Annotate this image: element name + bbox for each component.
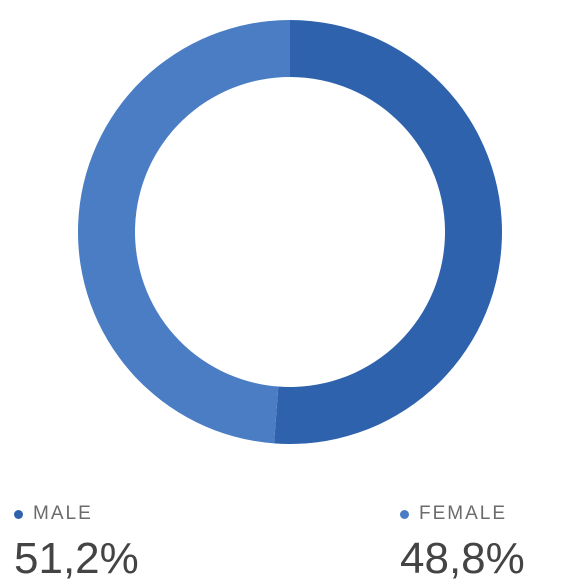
legend-value-female: 48,8%	[400, 534, 525, 583]
legend-label-male: MALE	[33, 503, 93, 524]
legend-item-female: FEMALE 48,8%	[400, 500, 572, 582]
legend-dot-female	[400, 509, 409, 519]
legend-dot-male	[14, 509, 23, 519]
legend-value-male: 51,2%	[14, 534, 139, 583]
slice-male[interactable]	[274, 20, 502, 444]
legend-label-female: FEMALE	[419, 503, 508, 524]
donut-chart	[77, 20, 502, 444]
slice-female[interactable]	[77, 20, 290, 444]
legend-item-male: MALE 51,2%	[14, 500, 214, 582]
